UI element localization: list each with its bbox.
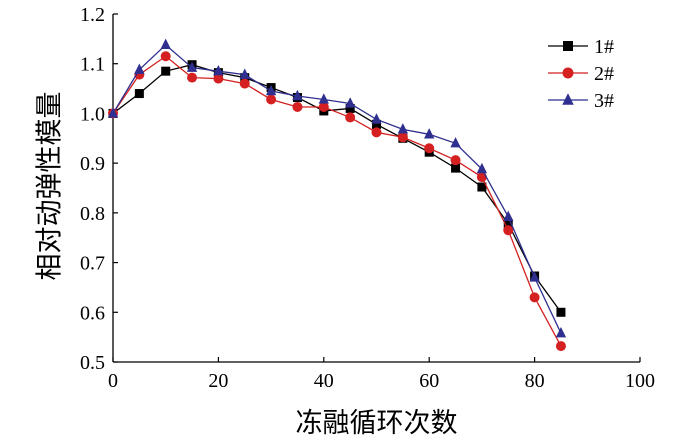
x-tick-label: 80	[525, 370, 545, 392]
data-point	[345, 112, 356, 123]
data-point	[213, 64, 224, 76]
data-point	[134, 63, 145, 74]
legend-marker	[562, 67, 574, 79]
data-point	[134, 89, 144, 99]
data-point	[372, 119, 381, 129]
y-tick-label: 0.8	[80, 203, 105, 225]
legend-marker	[563, 41, 573, 51]
series-line	[112, 55, 562, 347]
data-point	[476, 162, 488, 174]
data-point	[503, 225, 514, 236]
data-point	[292, 101, 303, 112]
data-point	[371, 113, 382, 124]
legend-label: 2#	[594, 63, 614, 85]
series-2	[108, 51, 566, 352]
data-point	[397, 123, 409, 134]
data-point	[529, 292, 540, 303]
data-point	[239, 78, 250, 89]
data-point	[476, 172, 487, 183]
x-axis-label: 冻融循环次数	[296, 408, 458, 439]
y-tick-label: 1.2	[80, 4, 105, 26]
data-point	[160, 38, 171, 49]
x-tick-label: 100	[625, 370, 655, 392]
data-point	[187, 72, 198, 83]
data-point	[397, 132, 408, 143]
series-layer	[107, 38, 567, 352]
x-tick-label: 20	[208, 370, 228, 392]
data-point	[160, 51, 171, 62]
x-tick-label: 40	[314, 370, 334, 392]
data-point	[371, 127, 382, 138]
data-point	[424, 143, 435, 154]
data-point	[344, 97, 356, 108]
data-point	[186, 61, 198, 72]
legend-label: 1#	[594, 36, 614, 58]
legend: 1# 2# 3#	[548, 36, 614, 112]
legend-marker	[562, 93, 574, 105]
data-point	[450, 137, 461, 148]
series-line	[112, 43, 562, 334]
legend-label: 3#	[594, 90, 614, 112]
data-point	[424, 128, 435, 139]
data-point	[161, 66, 171, 76]
data-point	[107, 107, 119, 118]
y-tick-label: 0.5	[80, 352, 105, 374]
series-1	[108, 60, 566, 317]
y-tick-label: 0.6	[80, 302, 105, 324]
data-point	[503, 219, 513, 229]
series-3	[107, 38, 567, 338]
data-point	[555, 326, 567, 338]
data-point	[292, 89, 303, 101]
data-point	[503, 210, 514, 222]
data-point	[265, 84, 277, 96]
x-tick-label: 0	[108, 370, 118, 392]
data-point	[266, 94, 277, 105]
data-point	[529, 271, 540, 282]
axes: 0.5 0.6 0.7 0.8 0.9 1.0 1.1 1.2 0 20 40 60 80 100	[80, 4, 655, 392]
y-tick-label: 1.1	[80, 54, 105, 76]
data-point	[556, 307, 566, 317]
data-point	[451, 163, 461, 173]
data-point	[213, 73, 224, 84]
data-point	[555, 341, 566, 352]
y-tick-label: 1.0	[80, 103, 105, 125]
data-point	[318, 93, 329, 104]
y-axis-label: 相对动弹性模量	[35, 92, 66, 281]
data-point	[239, 68, 250, 79]
y-tick-label: 0.9	[80, 153, 105, 175]
data-point	[318, 101, 329, 112]
data-point	[477, 182, 487, 192]
data-point	[345, 103, 355, 113]
data-point	[450, 155, 461, 166]
x-tick-label: 60	[419, 370, 439, 392]
y-tick-label: 0.7	[80, 253, 105, 275]
